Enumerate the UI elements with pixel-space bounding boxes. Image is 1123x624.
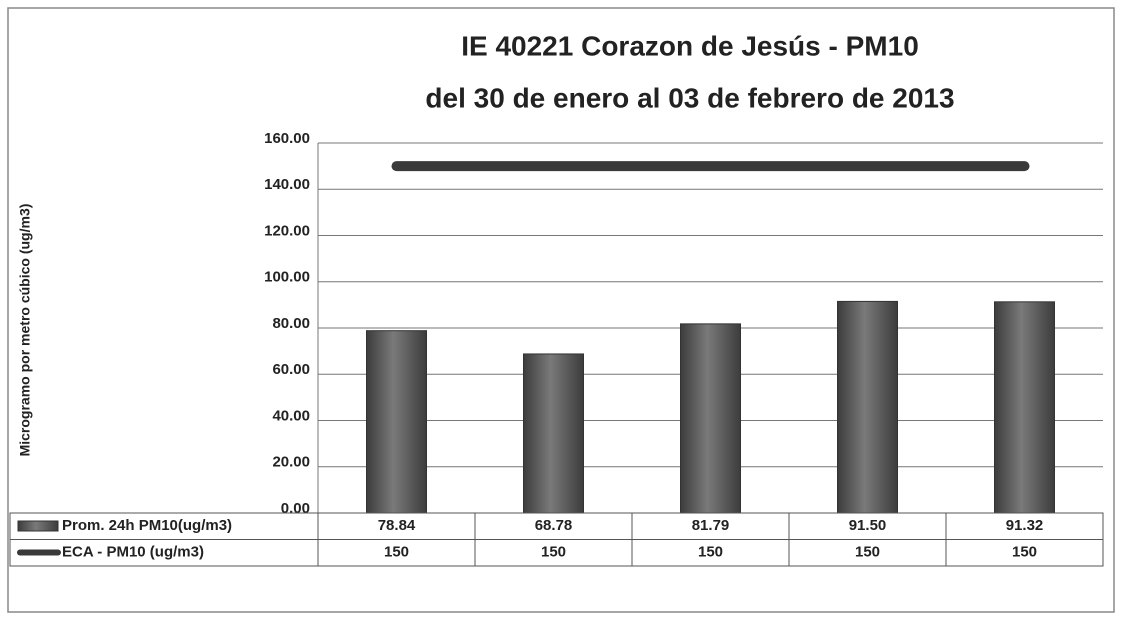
y-tick-label: 0.00 [281, 500, 310, 517]
bar [837, 300, 898, 514]
data-label: 81.79 [692, 517, 730, 534]
data-label: 150 [698, 544, 723, 561]
data-label: 150 [1012, 544, 1037, 561]
legend-label: ECA - PM10 (ug/m3) [62, 544, 204, 561]
data-label: 150 [384, 544, 409, 561]
bar [994, 301, 1055, 514]
data-label: 150 [541, 544, 566, 561]
y-tick-label: 40.00 [272, 407, 310, 424]
data-label: 91.50 [849, 517, 887, 534]
data-label: 91.32 [1006, 517, 1044, 534]
legend-swatch [17, 520, 59, 532]
y-tick-label: 100.00 [264, 269, 310, 286]
data-label: 150 [855, 544, 880, 561]
y-tick-label: 60.00 [272, 361, 310, 378]
chart-subtitle: del 30 de enero al 03 de febrero de 2013 [425, 82, 954, 113]
y-axis-label: Microgramo por metro cúbico (ug/m3) [17, 204, 33, 457]
bar [366, 330, 427, 514]
y-tick-label: 160.00 [264, 130, 310, 147]
y-tick-label: 80.00 [272, 315, 310, 332]
legend-label: Prom. 24h PM10(ug/m3) [62, 517, 232, 534]
y-tick-label: 140.00 [264, 176, 310, 193]
y-tick-label: 20.00 [272, 454, 310, 471]
bar [523, 353, 584, 514]
chart-title: IE 40221 Corazon de Jesús - PM10 [461, 30, 919, 61]
bar [680, 323, 741, 514]
data-label: 78.84 [378, 517, 416, 534]
y-tick-label: 120.00 [264, 222, 310, 239]
data-label: 68.78 [535, 517, 573, 534]
